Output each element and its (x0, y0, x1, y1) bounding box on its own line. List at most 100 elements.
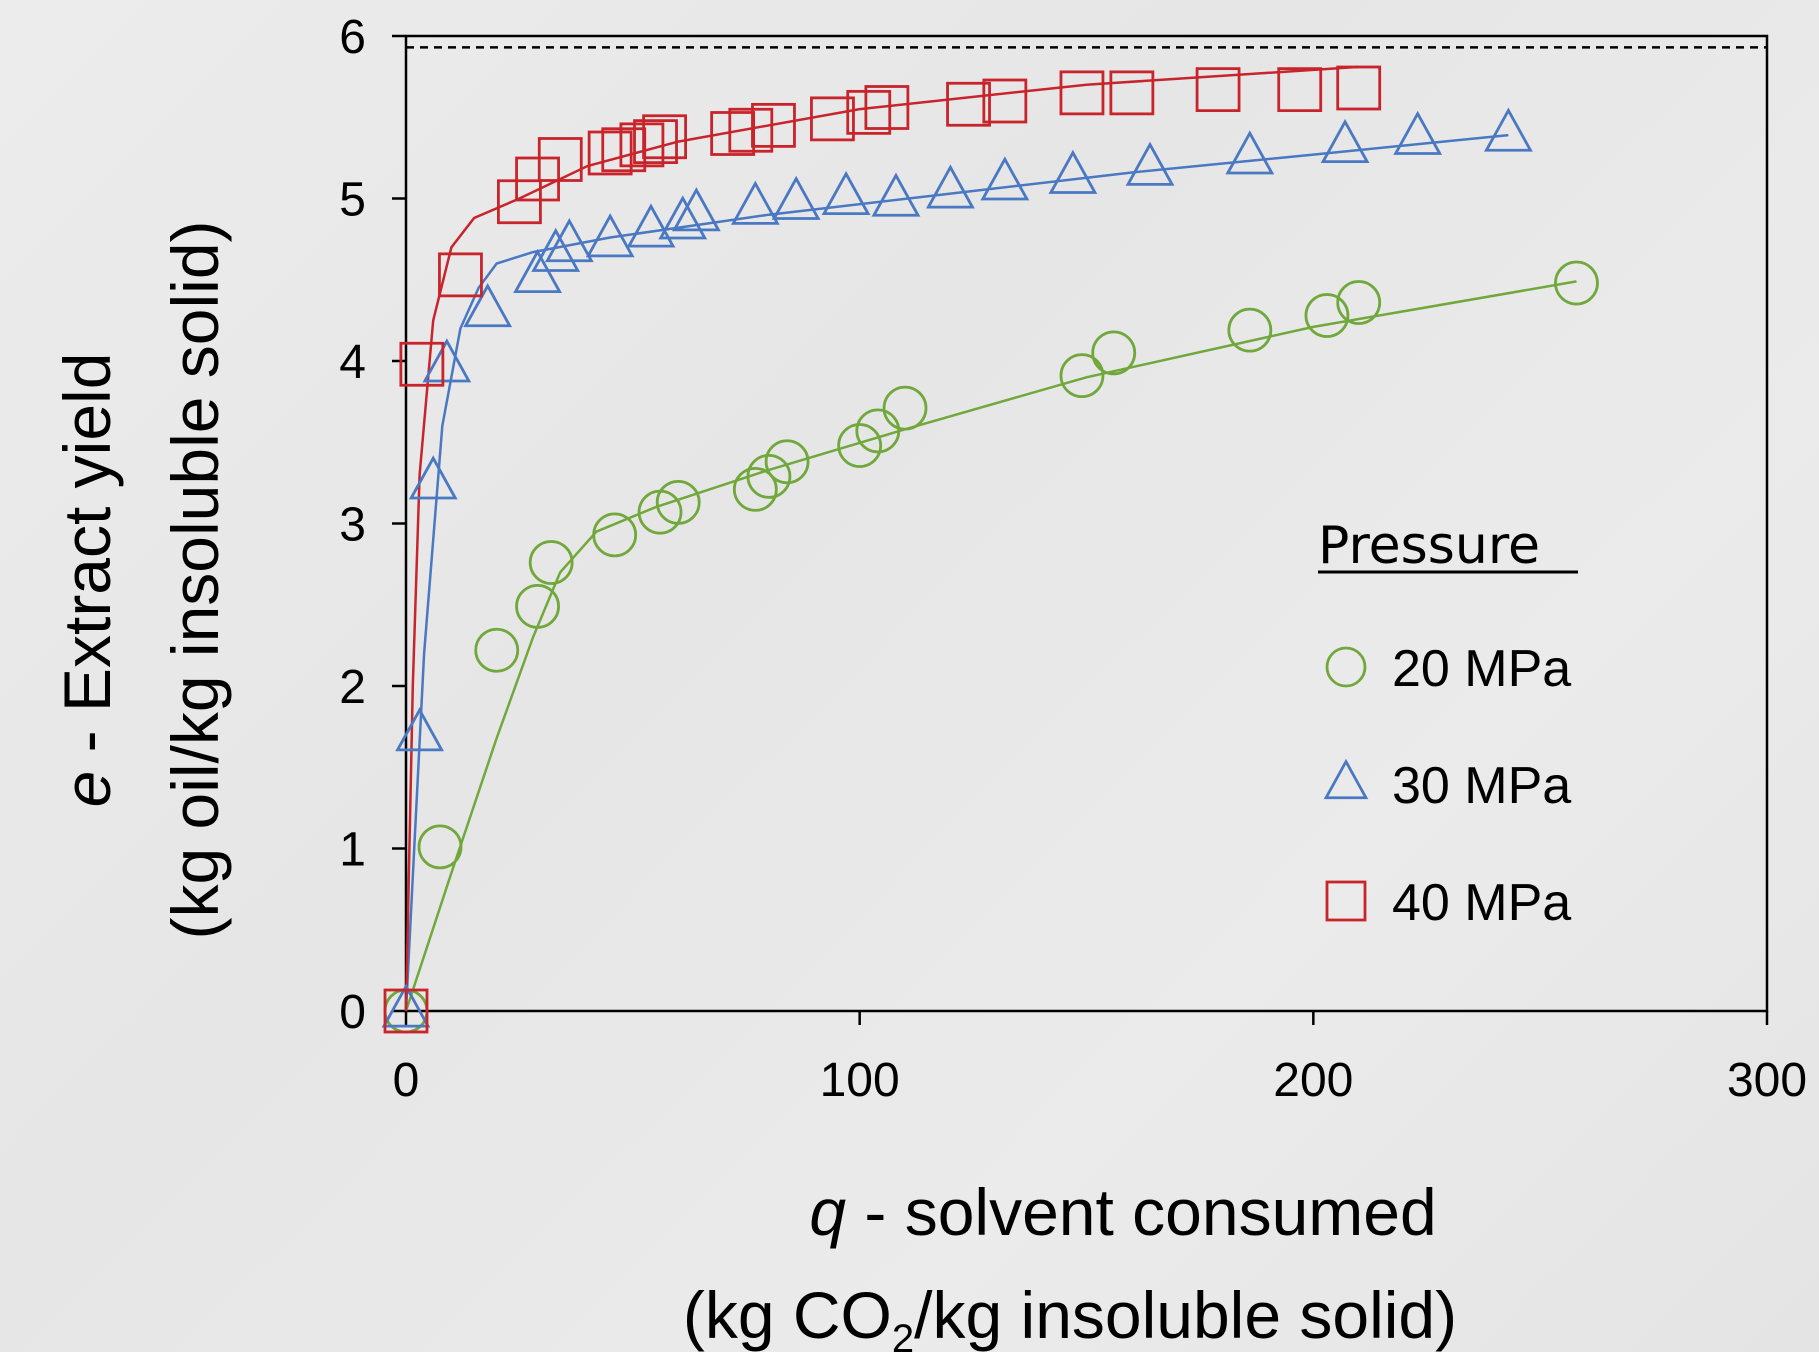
data-point-40-mpa (497, 179, 542, 225)
data-point-20-mpa (592, 512, 638, 558)
data-point-30-mpa (381, 983, 431, 1028)
data-point-40-mpa (1109, 70, 1155, 116)
data-point-20-mpa (528, 540, 574, 585)
x-axis-title-line2: (kg CO2/kg insoluble solid) (683, 1278, 1457, 1352)
data-point-20-mpa (882, 385, 928, 431)
data-point-20-mpa (1336, 280, 1382, 325)
y-axis-label: - Extract yield (50, 353, 124, 771)
data-point-20-mpa (1304, 293, 1350, 338)
x-axis-units-subscript: 2 (892, 1317, 914, 1352)
y-axis-units: (kg oil/kg insoluble solid) (158, 220, 232, 939)
data-point-30-mpa (1320, 118, 1370, 164)
data-point-40-mpa (946, 81, 991, 127)
fit-line-20-mpa (404, 280, 1577, 1012)
data-point-40-mpa (601, 127, 647, 173)
legend-marker-30-mpa (1323, 758, 1369, 800)
data-point-20-mpa (655, 479, 701, 525)
data-point-40-mpa (438, 252, 483, 298)
data-point-40-mpa (633, 119, 678, 165)
y-tick-label: 3 (339, 499, 366, 552)
y-axis-title-line2: (kg oil/kg insoluble solid) (158, 220, 232, 939)
x-axis-symbol: q (809, 1175, 846, 1249)
legend-marker-40-mpa (1325, 880, 1367, 922)
data-point-40-mpa (864, 85, 910, 130)
y-axis-title: e - Extract yield (kg oil/kg insoluble s… (50, 220, 232, 939)
data-point-40-mpa (383, 988, 429, 1034)
data-point-20-mpa (746, 453, 792, 499)
data-point-40-mpa (515, 156, 560, 202)
legend-title: Pressure (1318, 516, 1540, 576)
data-point-30-mpa (730, 180, 780, 225)
data-point-30-mpa (531, 227, 581, 272)
data-point-30-mpa (1225, 130, 1275, 175)
data-point-20-mpa (474, 627, 520, 673)
data-point-30-mpa (658, 195, 708, 240)
y-tick-label: 4 (339, 336, 366, 389)
data-marks (381, 65, 1599, 1034)
data-point-30-mpa (1393, 110, 1443, 155)
legend: Pressure 20 MPa 30 MPa 40 MPa (1318, 516, 1578, 932)
x-tick-label: 100 (820, 1054, 900, 1107)
data-point-20-mpa (1227, 307, 1273, 353)
tick-labels: 0 1 2 3 4 5 6 0 100 200 300 (339, 11, 1807, 1107)
data-point-30-mpa (925, 164, 975, 209)
y-axis-title-line1: e - Extract yield (50, 353, 124, 808)
data-point-20-mpa (417, 824, 463, 870)
data-point-30-mpa (1483, 107, 1533, 152)
plot-frame (404, 34, 1769, 1013)
x-axis-title-line1: q - solvent consumed (809, 1175, 1436, 1249)
y-tick-label: 2 (339, 661, 366, 714)
data-point-30-mpa (1125, 141, 1175, 186)
data-point-40-mpa (399, 341, 445, 387)
data-point-30-mpa (422, 338, 472, 383)
data-point-40-mpa (619, 122, 665, 168)
x-axis-units-a: (kg CO (683, 1278, 892, 1352)
legend-items: 20 MPa 30 MPa 40 MPa (1323, 640, 1571, 932)
data-point-40-mpa (728, 107, 774, 153)
plot-area (392, 34, 1769, 1025)
legend-marker-20-mpa (1325, 646, 1367, 688)
data-point-20-mpa (855, 408, 901, 454)
data-point-30-mpa (626, 203, 676, 248)
data-point-40-mpa (587, 130, 633, 176)
data-point-30-mpa (1048, 149, 1098, 194)
data-point-40-mpa (846, 89, 892, 135)
y-tick-label: 0 (339, 986, 366, 1039)
fit-line-30-mpa (404, 133, 1509, 1012)
data-point-20-mpa (732, 466, 778, 512)
x-tick-label: 0 (393, 1054, 420, 1107)
data-point-30-mpa (544, 217, 594, 263)
data-point-40-mpa (810, 96, 855, 142)
data-point-40-mpa (1336, 65, 1382, 111)
data-point-30-mpa (980, 156, 1030, 201)
fit-line-40-mpa (404, 65, 1359, 1012)
data-point-40-mpa (642, 114, 687, 160)
data-point-20-mpa (1091, 330, 1137, 376)
data-point-20-mpa (515, 583, 560, 629)
data-point-40-mpa (1277, 67, 1323, 113)
data-point-30-mpa (671, 187, 721, 232)
data-point-20-mpa (1059, 353, 1105, 399)
data-point-20-mpa (1554, 260, 1599, 306)
data-point-40-mpa (982, 78, 1028, 124)
data-point-30-mpa (771, 175, 821, 220)
data-point-30-mpa (395, 707, 445, 752)
data-point-30-mpa (408, 455, 458, 500)
x-tick-label: 200 (1273, 1054, 1353, 1107)
data-point-40-mpa (537, 137, 583, 182)
data-point-20-mpa (764, 439, 810, 485)
data-point-30-mpa (821, 170, 871, 216)
legend-label-20-mpa: 20 MPa (1392, 640, 1571, 698)
x-axis-units-b: /kg insoluble solid) (914, 1278, 1457, 1352)
data-point-30-mpa (871, 172, 921, 217)
data-point-20-mpa (837, 423, 883, 468)
data-point-40-mpa (1059, 70, 1105, 116)
x-axis-label: - solvent consumed (846, 1175, 1437, 1249)
legend-label-30-mpa: 30 MPa (1392, 757, 1571, 815)
data-point-40-mpa (751, 102, 796, 148)
data-point-30-mpa (585, 213, 635, 258)
x-axis-title: q - solvent consumed (kg CO2/kg insolubl… (683, 1175, 1457, 1352)
legend-label-40-mpa: 40 MPa (1392, 874, 1571, 932)
